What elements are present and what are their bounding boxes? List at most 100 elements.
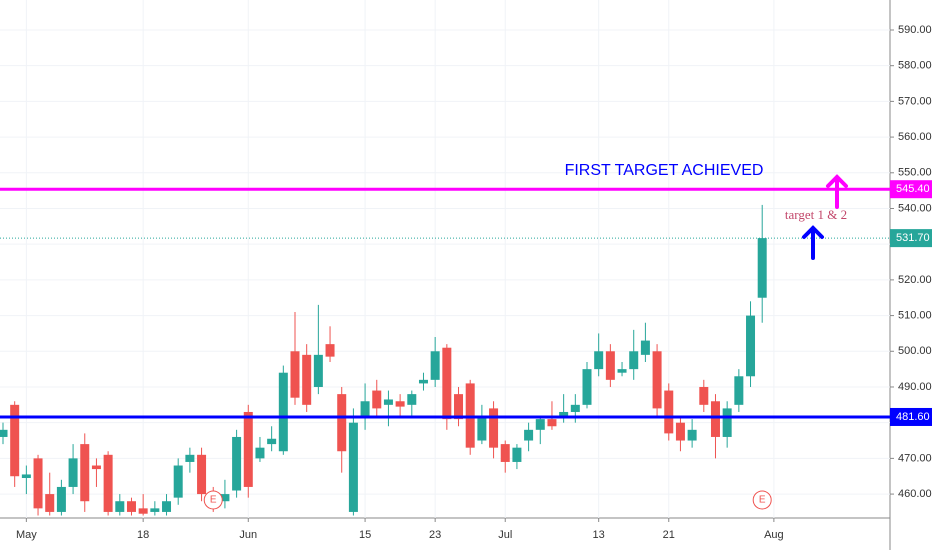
candle-body: [582, 369, 592, 405]
candle-body: [313, 354, 323, 387]
y-tick-label: 490.00: [898, 381, 932, 393]
annotation: FIRST TARGET ACHIEVED: [565, 162, 764, 179]
candle-body: [45, 494, 55, 512]
candle-body: [243, 411, 253, 487]
y-tick-label: 590.00: [898, 24, 932, 36]
y-tick-label: 460.00: [898, 488, 932, 500]
x-tick-label: 23: [429, 529, 441, 541]
y-tick-label: 520.00: [898, 274, 932, 286]
candle-body: [570, 404, 580, 412]
y-tick-label: 580.00: [898, 60, 932, 72]
candle-body: [232, 436, 242, 491]
candle-body: [640, 340, 650, 355]
candle-body: [185, 454, 195, 462]
price-label: 481.60: [896, 411, 930, 423]
candle-body: [138, 508, 148, 514]
candle-body: [430, 351, 440, 380]
candle-body: [652, 351, 662, 409]
price-label-box: [890, 229, 932, 248]
x-tick-label: 21: [663, 529, 675, 541]
candle-body: [360, 401, 370, 416]
x-tick-label: May: [16, 529, 37, 541]
candle-body: [687, 429, 697, 441]
annotation: target 1 & 2: [785, 207, 847, 222]
x-tick-label: 18: [137, 529, 149, 541]
candle-body: [547, 419, 557, 427]
earnings-label: E: [759, 495, 766, 506]
candle-body: [348, 422, 358, 512]
candle-body: [734, 376, 744, 405]
candle-body: [103, 454, 113, 512]
candle-body: [418, 379, 428, 384]
candle-body: [675, 422, 685, 441]
candle-body: [442, 347, 452, 420]
candle-body: [21, 474, 31, 479]
candle-body: [302, 354, 312, 405]
candle-body: [699, 386, 709, 405]
candle-body: [757, 238, 767, 298]
candle-body: [197, 454, 207, 495]
candle-body: [746, 315, 756, 377]
candle-body: [407, 394, 417, 405]
candle-body: [512, 447, 522, 462]
candle-body: [559, 411, 569, 416]
x-tick-label: Jun: [239, 529, 257, 541]
candle-body: [115, 501, 125, 512]
arrow: [802, 225, 824, 260]
candle-body: [489, 408, 499, 448]
y-tick-label: 470.00: [898, 452, 932, 464]
candle-body: [33, 458, 43, 509]
y-tick-label: 540.00: [898, 202, 932, 214]
candle-body: [594, 351, 604, 370]
candle-body: [337, 394, 347, 452]
price-label: 545.40: [896, 183, 930, 195]
candle-body: [710, 401, 720, 437]
candle-body: [325, 344, 335, 357]
y-tick-label: 570.00: [898, 95, 932, 107]
candle-body: [372, 390, 382, 409]
candle-body: [267, 438, 277, 445]
x-tick-label: 13: [593, 529, 605, 541]
candle-body: [524, 429, 534, 441]
y-tick-label: 560.00: [898, 131, 932, 143]
x-tick-label: Aug: [764, 529, 784, 541]
price-label-box: [890, 180, 932, 199]
price-label-box: [890, 407, 932, 426]
candle-body: [605, 351, 615, 380]
candle-body: [454, 394, 464, 420]
candle-body: [535, 419, 545, 430]
candle-body: [383, 399, 393, 405]
candle-body: [395, 401, 405, 407]
candle-body: [173, 465, 183, 498]
candle-body: [68, 458, 78, 487]
candle-body: [162, 501, 172, 512]
candle-body: [664, 390, 674, 434]
price-label: 531.70: [896, 232, 930, 244]
candle-body: [255, 447, 265, 459]
arrow: [826, 174, 848, 209]
candle-body: [278, 372, 288, 452]
candle-body: [477, 415, 487, 441]
y-tick-label: 510.00: [898, 309, 932, 321]
candle-body: [629, 351, 639, 370]
earnings-marker: [752, 490, 772, 510]
y-tick-label: 550.00: [898, 167, 932, 179]
candle-body: [80, 444, 90, 502]
candle-body: [500, 444, 510, 462]
x-tick-label: 15: [359, 529, 371, 541]
candle-body: [290, 351, 300, 398]
x-tick-label: Jul: [498, 529, 512, 541]
candle-body: [10, 404, 20, 477]
candle-body: [617, 369, 627, 373]
grid: [0, 0, 890, 518]
candle-body: [126, 501, 136, 512]
earnings-marker: [203, 490, 223, 510]
candle-body: [0, 429, 8, 437]
candle-body: [722, 408, 732, 437]
candle-body: [56, 486, 66, 512]
earnings-label: E: [210, 495, 217, 506]
candle-body: [91, 465, 101, 470]
candle-body: [220, 494, 230, 502]
